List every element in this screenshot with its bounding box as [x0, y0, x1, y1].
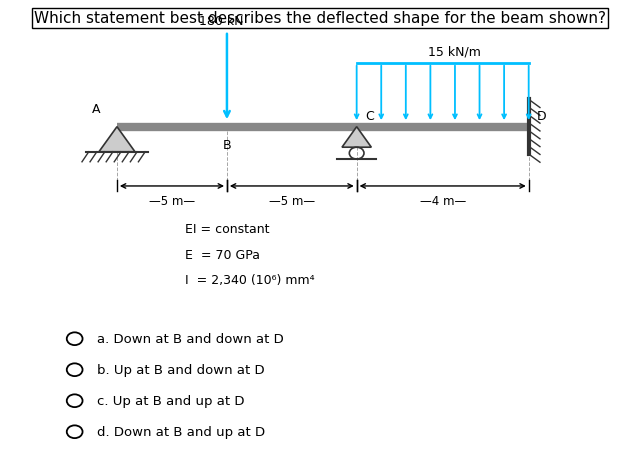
Text: b. Up at B and down at D: b. Up at B and down at D: [97, 364, 265, 376]
Text: 15 kN/m: 15 kN/m: [428, 45, 481, 58]
Polygon shape: [342, 127, 371, 148]
Text: D: D: [537, 110, 547, 123]
Text: —5 m—: —5 m—: [149, 195, 195, 208]
Text: a. Down at B and down at D: a. Down at B and down at D: [97, 333, 284, 345]
Text: C: C: [365, 110, 374, 123]
Text: —4 m—: —4 m—: [420, 195, 466, 208]
Text: 180 kN: 180 kN: [199, 15, 244, 28]
Text: B: B: [223, 139, 231, 152]
Text: d. Down at B and up at D: d. Down at B and up at D: [97, 425, 266, 438]
Text: A: A: [92, 103, 100, 116]
Text: c. Up at B and up at D: c. Up at B and up at D: [97, 394, 244, 407]
Text: E  = 70 GPa: E = 70 GPa: [185, 248, 260, 261]
Text: EI = constant: EI = constant: [185, 223, 269, 236]
Text: —5 m—: —5 m—: [269, 195, 315, 208]
Polygon shape: [99, 127, 135, 152]
Text: Which statement best describes the deflected shape for the beam shown?: Which statement best describes the defle…: [34, 11, 606, 26]
Text: I  = 2,340 (10⁶) mm⁴: I = 2,340 (10⁶) mm⁴: [185, 273, 314, 286]
